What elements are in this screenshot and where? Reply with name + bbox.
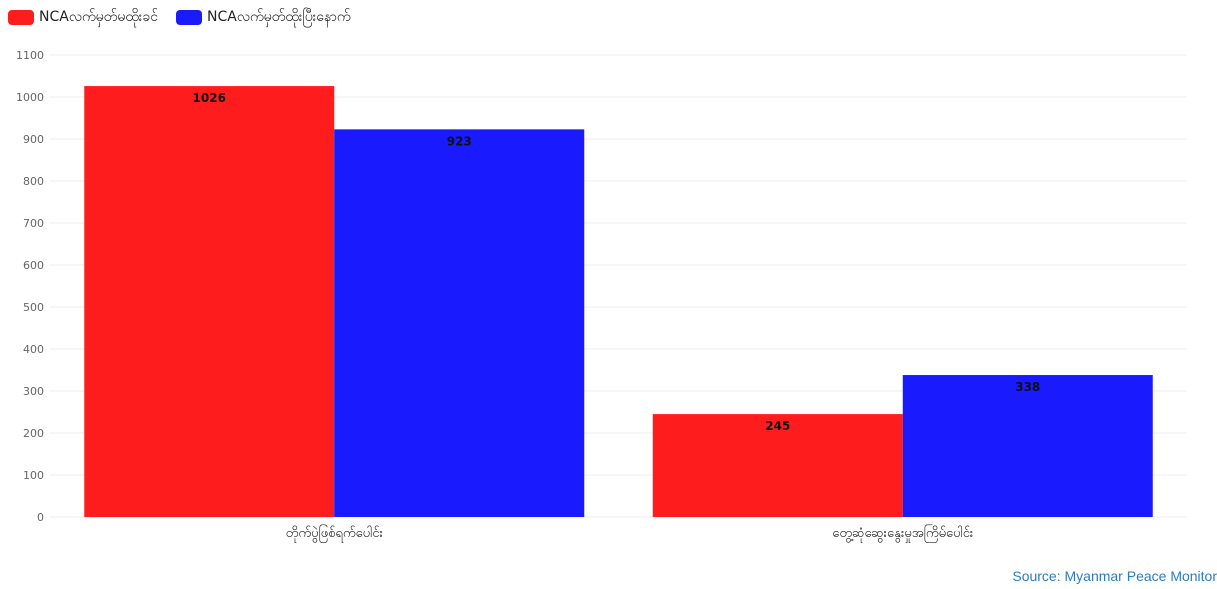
legend-swatch-after-nca bbox=[176, 9, 203, 25]
legend-label-after-nca: NCAလက်မှတ်ထိုးပြီးနောက် bbox=[207, 8, 351, 25]
y-tick-label: 0 bbox=[37, 511, 44, 524]
bar-value-label: 245 bbox=[765, 419, 790, 433]
legend-label-before-nca: NCAလက်မှတ်မထိုးခင် bbox=[39, 8, 159, 25]
bar-value-label: 923 bbox=[447, 134, 472, 148]
y-tick-label: 500 bbox=[23, 301, 44, 314]
y-tick-label: 1100 bbox=[16, 49, 44, 62]
bar bbox=[334, 129, 585, 517]
legend-item-after-nca[interactable]: NCAလက်မှတ်ထိုးပြီးနောက် bbox=[176, 7, 351, 28]
y-tick-label: 300 bbox=[23, 385, 44, 398]
bar bbox=[652, 414, 903, 517]
x-category-label: တိုက်ပွဲဖြစ်ရက်ပေါင်း bbox=[286, 524, 383, 543]
legend-swatch-before-nca bbox=[8, 9, 34, 25]
y-tick-label: 200 bbox=[23, 427, 44, 440]
x-category-label: တွေ့ဆုံဆွေးနွေးမှုအကြိမ်ပေါင်း bbox=[832, 524, 973, 543]
x-axis-categories: တိုက်ပွဲဖြစ်ရက်ပေါင်း တွေ့ဆုံဆွေးနွေးမှုအ… bbox=[286, 524, 974, 543]
y-tick-label: 700 bbox=[23, 217, 44, 230]
bar-value-label: 1026 bbox=[193, 91, 226, 105]
y-tick-label: 900 bbox=[23, 133, 44, 146]
y-tick-label: 100 bbox=[23, 469, 44, 482]
y-tick-label: 400 bbox=[23, 343, 44, 356]
y-tick-label: 600 bbox=[23, 259, 44, 272]
chart-legend: NCAလက်မှတ်မထိုးခင် NCAလက်မှတ်ထိုးပြီးနော… bbox=[8, 6, 369, 28]
bar bbox=[902, 375, 1153, 517]
data-labels: 1026 923 245 338 bbox=[193, 91, 1041, 433]
y-tick-label: 800 bbox=[23, 175, 44, 188]
source-link[interactable]: Source: Myanmar Peace Monitor bbox=[1012, 568, 1217, 584]
y-axis-ticks: 0 100 200 300 400 500 600 700 800 900 1000 1100 bbox=[16, 49, 44, 524]
y-tick-label: 1000 bbox=[16, 91, 44, 104]
bars bbox=[84, 86, 1153, 517]
legend-item-before-nca[interactable]: NCAလက်မှတ်မထိုးခင် bbox=[8, 7, 158, 28]
bar bbox=[84, 86, 335, 517]
bar-value-label: 338 bbox=[1015, 380, 1040, 394]
